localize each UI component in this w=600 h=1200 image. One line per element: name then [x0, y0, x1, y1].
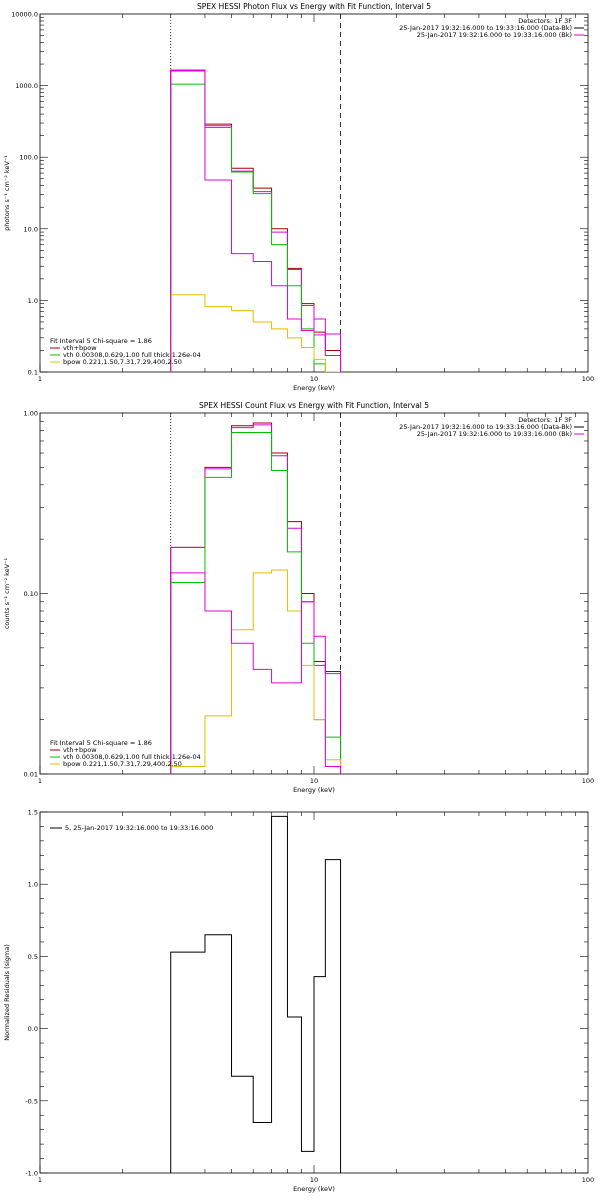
- y-tick-label: 100.0: [19, 154, 38, 162]
- series-line-3: [170, 431, 342, 774]
- time-interval-label: 25-Jan-2017 19:32:16.000 to 19:33:16.000…: [417, 31, 572, 39]
- legend-entry: vth 0.00308,0.629,1.00 full thick 1.26e-…: [63, 753, 201, 761]
- legend-entry: bpow 0.221,1.50,7.31,7.29,400,2.50: [63, 358, 182, 366]
- x-tick-label: 10: [310, 777, 318, 785]
- series-line-4: [170, 569, 342, 774]
- series-line-1: [170, 69, 342, 372]
- time-interval-label: 25-Jan-2017 19:32:16.000 to 19:33:16.000…: [399, 24, 572, 32]
- y-tick-label: -0.5: [25, 1097, 38, 1105]
- legend-entry: vth+bpow: [63, 344, 97, 352]
- detectors-label: Detectors: 1F 3F: [518, 17, 572, 25]
- y-tick-label: 0.5: [28, 953, 38, 961]
- x-tick-label: 1: [38, 375, 42, 383]
- chart-panel-2: 1 10 100 0.01 0.10 1.00 SPEX HESSI Count Flux …: [3, 401, 594, 794]
- legend: Fit Interval 5 Chi-square = 1.86vth+bpow…: [50, 337, 201, 366]
- series-line-2: [170, 70, 342, 372]
- y-axis-label: Normalized Residuals (sigma): [3, 944, 11, 1041]
- chart-title: SPEX HESSI Photon Flux vs Energy with Fi…: [197, 2, 431, 11]
- y-tick-label: 1.5: [28, 809, 38, 817]
- x-tick-label: 100: [582, 375, 594, 383]
- legend-entry: vth 0.00308,0.629,1.00 full thick 1.26e-…: [63, 351, 201, 359]
- x-tick-label: 10: [310, 375, 318, 383]
- y-tick-label: 1.0: [28, 297, 38, 305]
- legend-header: Fit Interval 5 Chi-square = 1.86: [50, 739, 152, 747]
- series-line-5: [170, 69, 342, 372]
- x-tick-label: 1: [38, 1176, 42, 1184]
- chart-panel-1: 1 10 100 0.1 1.0 10.0 100.0 1000.0 10000.0 SPEX H…: [3, 2, 594, 392]
- y-tick-label: 0.10: [24, 590, 38, 598]
- y-tick-label: 10.0: [24, 225, 38, 233]
- y-tick-label: 0.01: [24, 771, 38, 779]
- y-tick-label: 1000.0: [15, 82, 38, 90]
- legend-entry: 5, 25-Jan-2017 19:32:16.000 to 19:33:16.…: [65, 824, 213, 832]
- legend: 5, 25-Jan-2017 19:32:16.000 to 19:33:16.…: [50, 824, 213, 832]
- y-axis-label: photons s⁻¹ cm⁻² keV⁻¹: [3, 155, 11, 231]
- y-tick-label: 0.0: [28, 1025, 38, 1033]
- y-tick-label: -1.0: [25, 1170, 38, 1178]
- x-tick-label: 100: [582, 777, 594, 785]
- y-tick-label: 0.1: [28, 369, 38, 377]
- x-axis-label: Energy (keV): [293, 384, 335, 392]
- x-tick-label: 10: [310, 1176, 318, 1184]
- series-line-4: [170, 294, 341, 372]
- detectors-label: Detectors: 1F 3F: [518, 416, 572, 424]
- time-interval-label: 25-Jan-2017 19:32:16.000 to 19:33:16.000…: [417, 430, 572, 438]
- y-axis-label: counts s⁻¹ cm⁻² keV⁻¹: [3, 557, 11, 629]
- series-line-1: [170, 815, 342, 1173]
- chart-title: SPEX HESSI Count Flux vs Energy with Fit…: [199, 401, 429, 410]
- legend-header: Fit Interval 5 Chi-square = 1.86: [50, 337, 152, 345]
- series-line-2: [170, 424, 342, 774]
- series-line-3: [170, 83, 341, 372]
- series-line-1: [170, 422, 342, 774]
- legend-entry: vth+bpow: [63, 746, 97, 754]
- chart-panel-3: 1 10 100 -1.0 -0.5 0.0 0.5 1.0 1.5 Energy (keV) No…: [3, 809, 594, 1194]
- x-axis-label: Energy (keV): [293, 786, 335, 794]
- x-tick-label: 1: [38, 777, 42, 785]
- y-tick-label: 10000.0: [11, 11, 38, 19]
- time-interval-label: 25-Jan-2017 19:32:16.000 to 19:33:16.000…: [399, 423, 572, 431]
- series-line-5: [170, 572, 342, 774]
- legend-entry: bpow 0.221,1.50,7.31,7.29,400,2.50: [63, 760, 182, 768]
- y-tick-label: 1.0: [28, 881, 38, 889]
- x-axis-label: Energy (keV): [293, 1185, 335, 1193]
- legend: Fit Interval 5 Chi-square = 1.86vth+bpow…: [50, 739, 201, 768]
- y-tick-label: 1.00: [24, 410, 38, 418]
- x-tick-label: 100: [582, 1176, 594, 1184]
